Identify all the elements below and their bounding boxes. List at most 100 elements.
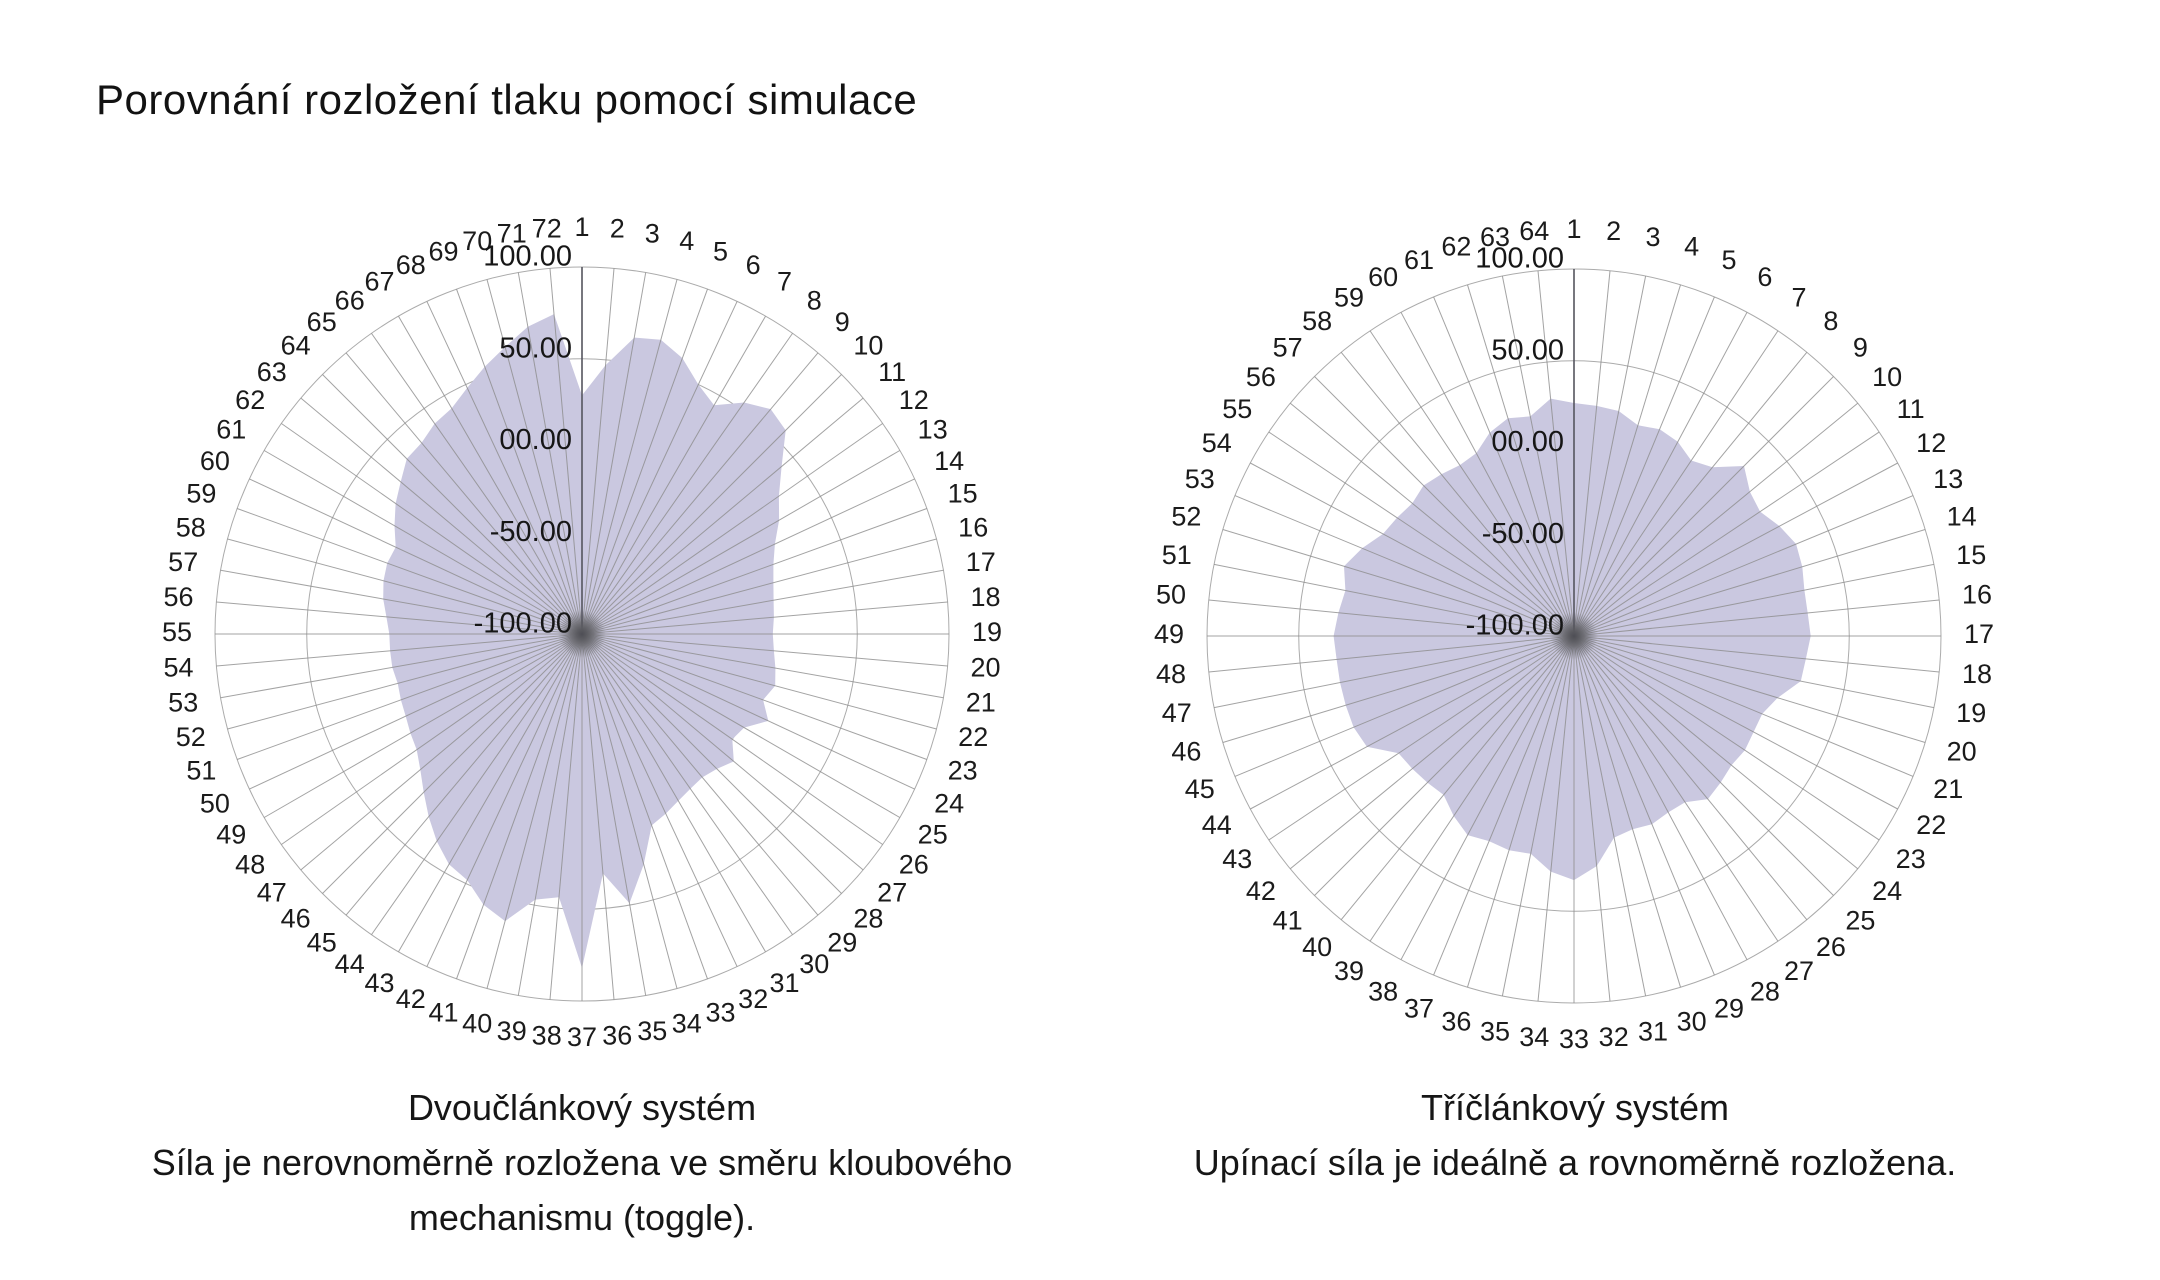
spoke-label: 7 <box>1791 282 1806 312</box>
spoke-label: 19 <box>972 617 1002 647</box>
spoke-label: 62 <box>1441 232 1471 262</box>
spoke-line <box>1573 635 1808 921</box>
spoke-line <box>1573 402 1859 637</box>
radar-chart-two-link: 1 2 3 4 5 6 7 8 9 10 11 12 13 14 15 16 17 18 19 20 21 22 23 24 2… <box>162 214 1002 1054</box>
spoke-line <box>1573 635 1611 1002</box>
spoke-line <box>581 633 647 996</box>
spoke-label: 42 <box>1246 876 1276 906</box>
spoke-line <box>517 633 583 996</box>
spoke-label: 36 <box>602 1021 632 1051</box>
spoke-line <box>581 478 915 635</box>
spoke-line <box>281 633 583 845</box>
spoke-label: 5 <box>1721 245 1736 275</box>
spoke-label: 58 <box>1302 306 1332 336</box>
spoke-label: 58 <box>176 512 206 542</box>
spoke-label: 4 <box>679 226 694 256</box>
spoke-label: 31 <box>1638 1016 1668 1046</box>
spoke-label: 9 <box>835 307 850 337</box>
spoke-line <box>1234 495 1575 637</box>
spoke-label: 72 <box>532 214 562 244</box>
spoke-label: 57 <box>168 547 198 577</box>
spoke-line <box>486 633 583 989</box>
spoke-label: 27 <box>1784 956 1814 986</box>
spoke-line <box>1573 462 1898 637</box>
spoke-label: 32 <box>1599 1022 1629 1052</box>
spoke-label: 50 <box>1156 579 1186 609</box>
spoke-label: 69 <box>428 237 458 267</box>
spoke-label: 46 <box>1171 737 1201 767</box>
spoke-label: 24 <box>1872 876 1902 906</box>
spoke-line <box>581 450 901 635</box>
spoke-line <box>1573 376 1834 637</box>
spoke-label: 39 <box>1334 956 1364 986</box>
spoke-label: 20 <box>970 652 1000 682</box>
spoke-label: 25 <box>918 820 948 850</box>
spoke-line <box>236 508 583 635</box>
spoke-line <box>581 633 883 845</box>
spoke-label: 35 <box>1480 1016 1510 1046</box>
spoke-line <box>1268 635 1575 841</box>
spoke-line <box>517 272 583 635</box>
spoke-label: 23 <box>1896 844 1926 874</box>
spoke-line <box>1573 635 1681 988</box>
spoke-line <box>1314 376 1575 637</box>
spoke-label: 59 <box>1334 282 1364 312</box>
spoke-label: 3 <box>1645 222 1660 252</box>
spoke-label: 25 <box>1845 906 1875 936</box>
spoke-label: 21 <box>966 687 996 717</box>
spoke-label: 62 <box>235 385 265 415</box>
spoke-label: 44 <box>335 949 365 979</box>
spoke-line <box>1573 635 1834 896</box>
spoke-label: 45 <box>307 927 337 957</box>
spoke-label: 28 <box>1750 976 1780 1006</box>
spoke-line <box>581 633 708 980</box>
spoke-line <box>1234 635 1575 777</box>
spoke-line <box>581 633 678 989</box>
spoke-label: 54 <box>1202 428 1232 458</box>
spoke-label: 67 <box>364 266 394 296</box>
spoke-line <box>1573 635 1779 942</box>
spoke-line <box>1433 296 1575 637</box>
spoke-label: 55 <box>162 617 192 647</box>
spoke-line <box>1369 635 1575 942</box>
spoke-line <box>456 288 583 635</box>
spoke-line <box>1250 635 1575 810</box>
spoke-label: 11 <box>878 357 906 387</box>
spoke-label: 41 <box>1273 906 1303 936</box>
spoke-label: 49 <box>216 820 246 850</box>
caption-two-link: Dvoučlánkový systém Síla je nerovnoměrně … <box>32 1080 1132 1245</box>
spoke-label: 18 <box>1962 659 1992 689</box>
spoke-line <box>1467 635 1575 988</box>
spoke-line <box>581 508 928 635</box>
spoke-line <box>581 633 928 760</box>
spoke-line <box>1573 635 1934 709</box>
spoke-label: 11 <box>1897 394 1925 424</box>
spoke-line <box>549 633 583 1000</box>
axis-tick-label: -100.00 <box>1466 610 1564 642</box>
spoke-label: 48 <box>235 849 265 879</box>
spoke-line <box>263 633 583 818</box>
spoke-line <box>1289 635 1575 870</box>
page-title: Porovnání rozložení tlaku pomocí simulac… <box>96 76 918 123</box>
spoke-line <box>322 374 583 635</box>
spoke-label: 22 <box>958 722 988 752</box>
spoke-label: 61 <box>1404 245 1434 275</box>
spoke-label: 12 <box>1916 428 1946 458</box>
spoke-line <box>581 633 915 790</box>
spoke-line <box>581 633 937 730</box>
spoke-line <box>227 633 583 730</box>
spoke-line <box>1573 635 1859 870</box>
spoke-line <box>1208 635 1575 673</box>
spoke-label: 60 <box>200 446 230 476</box>
spoke-line <box>371 633 583 935</box>
spoke-label: 3 <box>645 218 660 248</box>
spoke-line <box>281 423 583 635</box>
spoke-line <box>216 601 583 635</box>
spoke-line <box>1369 330 1575 637</box>
spoke-line <box>581 538 937 635</box>
spoke-line <box>581 333 793 635</box>
spoke-line <box>426 301 583 635</box>
spoke-label: 59 <box>186 479 216 509</box>
spoke-line <box>1250 462 1575 637</box>
spoke-line <box>220 633 583 699</box>
